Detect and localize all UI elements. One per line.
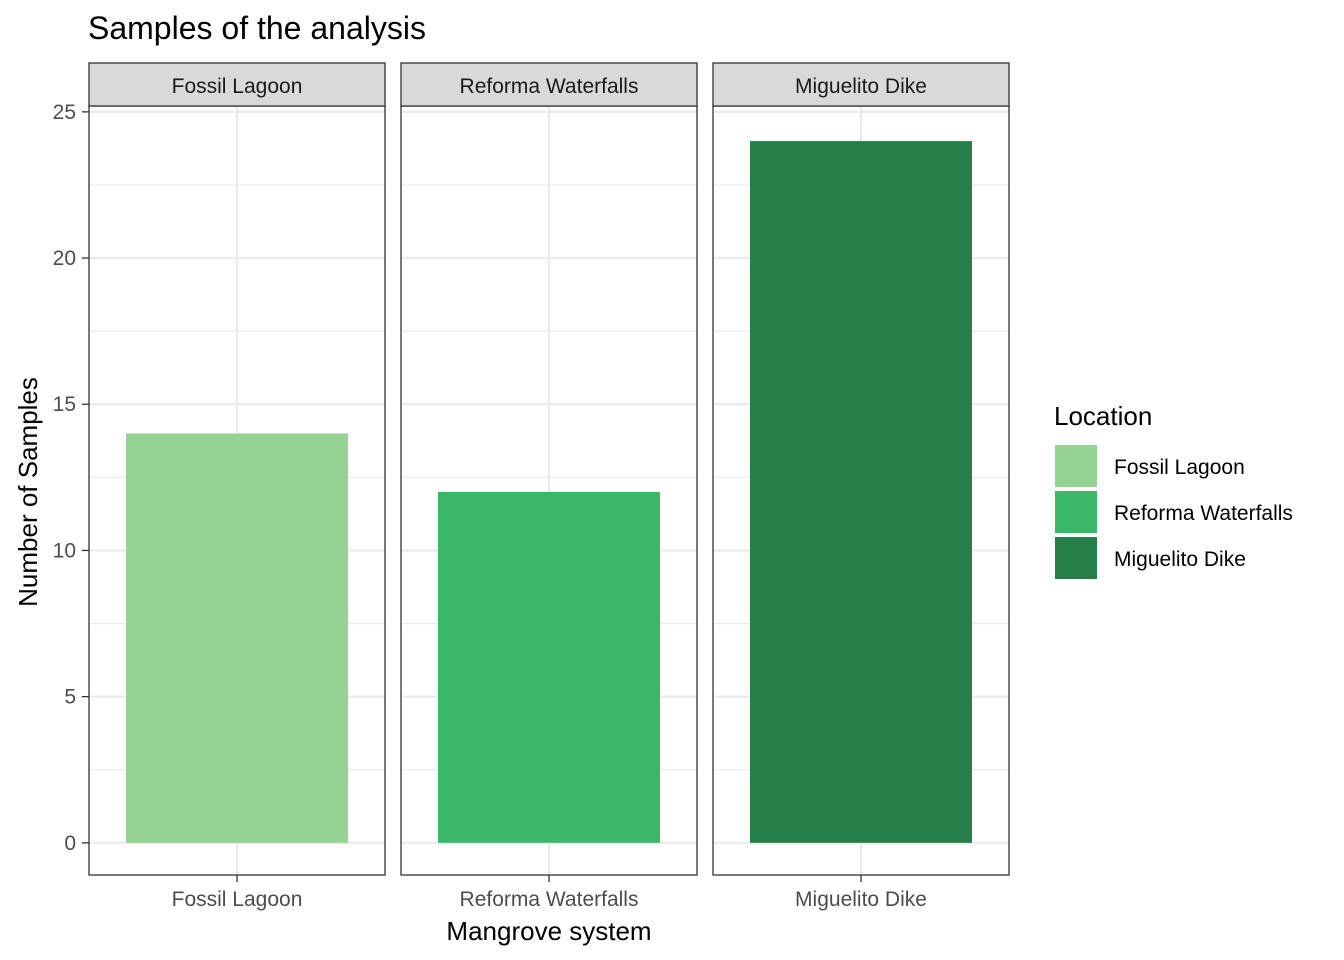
facet-strip-label: Reforma Waterfalls — [460, 75, 639, 98]
y-axis: 0 5 10 15 20 25 — [53, 101, 89, 855]
facet-strip — [712, 62, 1010, 107]
legend-entry-label: Miguelito Dike — [1114, 548, 1246, 571]
legend-key — [1055, 537, 1097, 579]
bar — [750, 141, 972, 843]
y-tick-label: 0 — [64, 832, 76, 855]
x-tick-label: Miguelito Dike — [795, 888, 927, 911]
chart-title: Samples of the analysis — [88, 10, 426, 46]
y-tick-label: 20 — [53, 247, 76, 270]
facet-strip-label: Fossil Lagoon — [172, 75, 303, 98]
legend-title: Location — [1054, 401, 1152, 431]
bar — [126, 433, 348, 843]
x-axis-label: Mangrove system — [446, 916, 651, 946]
y-tick-label: 10 — [53, 539, 76, 562]
y-axis-label: Number of Samples — [13, 377, 43, 607]
y-tick-label: 15 — [53, 393, 76, 416]
legend-key — [1055, 491, 1097, 533]
x-tick-label: Reforma Waterfalls — [460, 888, 639, 911]
facet-panel: Miguelito Dike Miguelito Dike — [712, 62, 1010, 911]
facet-panels: Fossil Lagoon Fossil Lagoon Reforma Waterf… — [88, 62, 1010, 911]
facet-strip — [400, 62, 698, 107]
facet-strip — [88, 62, 386, 107]
legend-entry-label: Fossil Lagoon — [1114, 456, 1245, 479]
facet-panel: Fossil Lagoon Fossil Lagoon — [88, 62, 386, 911]
y-tick-label: 25 — [53, 101, 76, 124]
legend-entry-label: Reforma Waterfalls — [1114, 502, 1293, 525]
bar — [438, 491, 660, 843]
x-tick-label: Fossil Lagoon — [172, 888, 303, 911]
legend-key — [1055, 445, 1097, 487]
facet-strip-label: Miguelito Dike — [795, 75, 927, 98]
legend: Location Fossil Lagoon Reforma Waterfalls… — [1054, 401, 1293, 579]
facet-panel: Reforma Waterfalls Reforma Waterfalls — [400, 62, 698, 911]
y-tick-label: 5 — [64, 686, 76, 709]
